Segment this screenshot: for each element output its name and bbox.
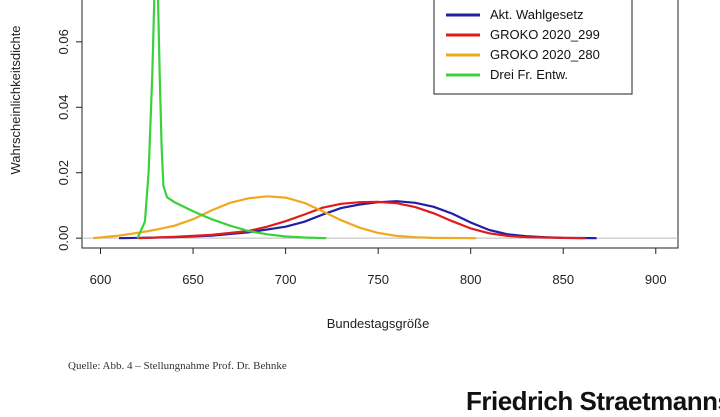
legend-label-2: GROKO 2020_280 [490, 47, 600, 62]
y-axis-title: Wahrscheinlichkeitsdichte [8, 25, 23, 174]
legend-label-3: Drei Fr. Entw. [490, 67, 568, 82]
x-tick-label-700: 700 [275, 272, 297, 287]
x-tick-label-600: 600 [90, 272, 112, 287]
legend-label-0: Akt. Wahlgesetz [490, 7, 583, 22]
y-tick-label-0.02: 0.02 [56, 160, 71, 185]
x-tick-label-900: 900 [645, 272, 667, 287]
x-axis-title: Bundestagsgröße [327, 316, 430, 331]
density-chart: 0.000.020.040.060.08 6006507007508008509… [8, 0, 679, 331]
legend-label-1: GROKO 2020_299 [490, 27, 600, 42]
series-line-3 [136, 0, 327, 240]
x-tick-label-800: 800 [460, 272, 482, 287]
y-tick-label-0.00: 0.00 [56, 226, 71, 251]
series-line-2 [92, 195, 477, 240]
x-tick-label-750: 750 [367, 272, 389, 287]
brand-logo-text: Friedrich Straetmanns [466, 386, 720, 416]
x-tick-label-850: 850 [552, 272, 574, 287]
plot-frame [81, 0, 679, 249]
y-tick-label-0.06: 0.06 [56, 29, 71, 54]
source-caption: Quelle: Abb. 4 – Stellungnahme Prof. Dr.… [68, 360, 287, 372]
x-tick-label-650: 650 [182, 272, 204, 287]
y-tick-label-0.04: 0.04 [56, 95, 71, 120]
series-line-1 [137, 200, 586, 240]
